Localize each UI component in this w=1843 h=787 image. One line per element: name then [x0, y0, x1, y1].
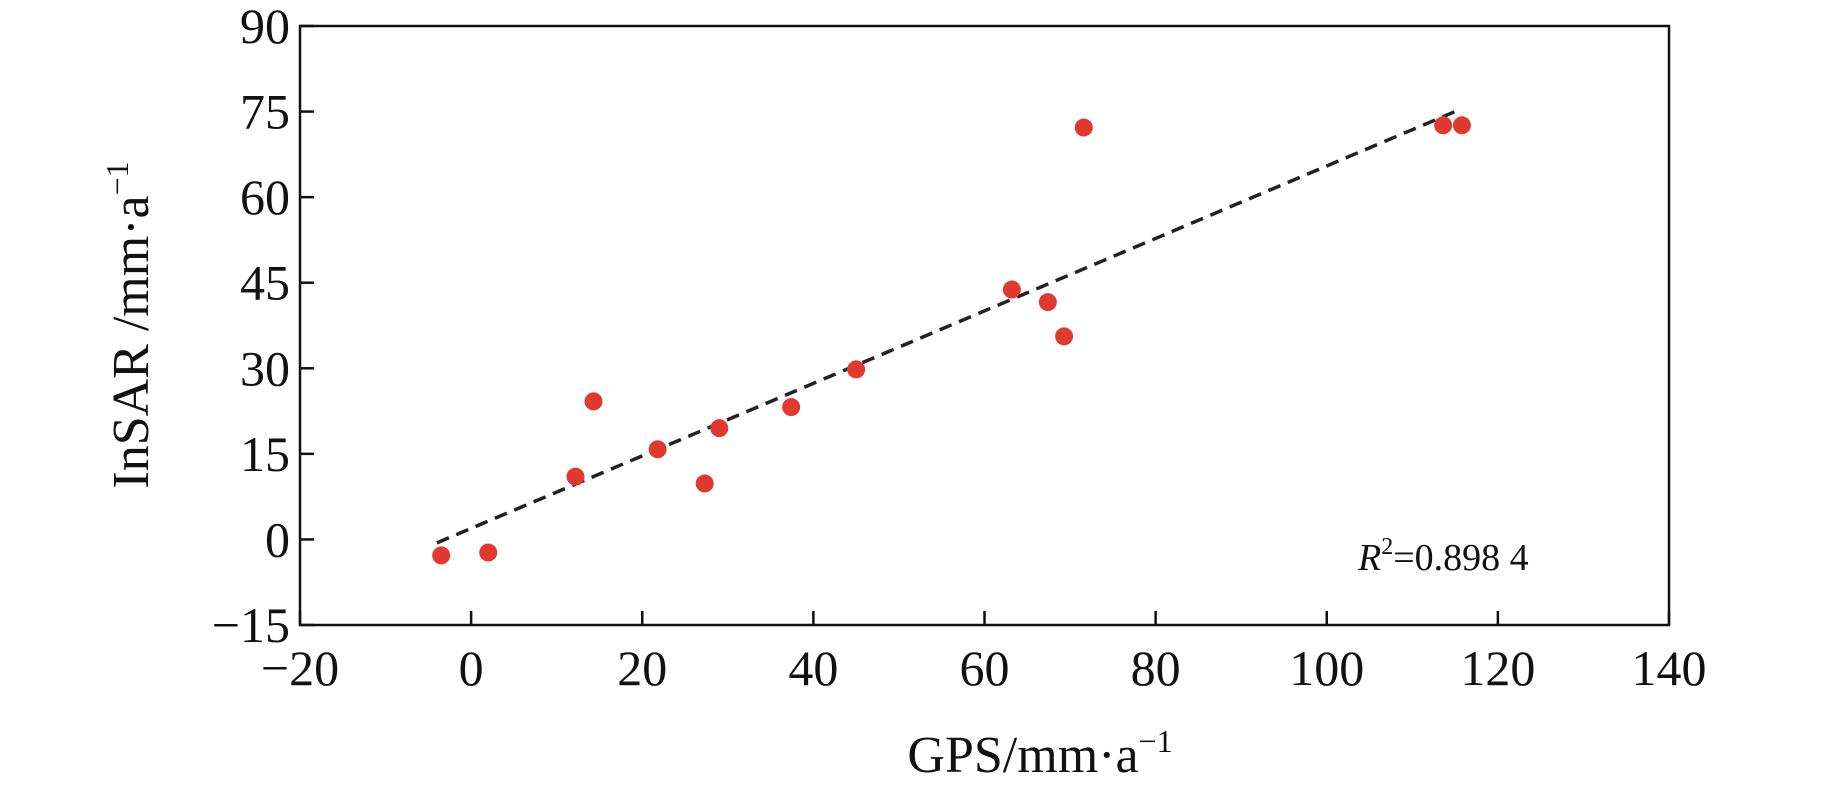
data-points	[432, 116, 1471, 565]
trend-line	[436, 109, 1456, 545]
y-axis-ticks: −15 0 15 30 45 60 75 90	[212, 0, 314, 653]
data-point	[782, 398, 801, 417]
x-tick-label: 100	[1289, 640, 1364, 696]
y-tick-label: 45	[240, 255, 290, 311]
x-axis-ticks: −20 0 20 40 60 80 100 120 140	[261, 611, 1707, 696]
trend-line-group	[436, 109, 1456, 545]
data-point	[584, 392, 603, 411]
x-tick-label: 0	[459, 640, 484, 696]
y-tick-label: 75	[240, 84, 290, 140]
plot-area-frame	[298, 24, 1671, 627]
data-point	[695, 474, 714, 493]
data-point	[1452, 116, 1471, 135]
data-point	[566, 467, 585, 486]
data-point	[1074, 118, 1093, 137]
x-tick-label: 140	[1632, 640, 1707, 696]
x-tick-label: 120	[1460, 640, 1535, 696]
x-tick-label: 20	[617, 640, 667, 696]
data-point	[1434, 116, 1453, 135]
y-tick-label: 0	[265, 511, 290, 567]
y-tick-label: 60	[240, 169, 290, 225]
r-squared-annotation: R2=0.898 4	[1357, 534, 1529, 579]
x-axis-label: GPS/mm·a−1	[907, 723, 1172, 784]
y-tick-label: 90	[240, 0, 290, 54]
data-point	[648, 440, 667, 459]
data-point	[710, 419, 729, 438]
data-point	[432, 546, 451, 565]
data-point	[1055, 327, 1074, 346]
x-tick-label: 60	[960, 640, 1010, 696]
x-tick-label: −20	[261, 640, 339, 696]
y-axis-label: InSAR /mm·a−1	[99, 161, 160, 488]
x-tick-label: 80	[1131, 640, 1181, 696]
y-tick-label: 30	[240, 340, 290, 396]
data-point	[847, 360, 866, 379]
data-point	[479, 543, 498, 562]
y-tick-label: 15	[240, 426, 290, 482]
data-point	[1002, 280, 1021, 299]
y-tick-label: −15	[212, 597, 290, 653]
data-point	[1038, 293, 1057, 312]
x-tick-label: 40	[788, 640, 838, 696]
